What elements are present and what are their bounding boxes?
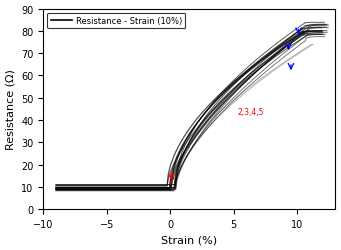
X-axis label: Strain (%): Strain (%) [161,234,218,244]
Y-axis label: Resistance (Ω): Resistance (Ω) [5,69,16,150]
Text: 1: 1 [168,176,173,185]
Text: 2,3,4,5: 2,3,4,5 [238,107,264,116]
Legend: Resistance - Strain (10%): Resistance - Strain (10%) [47,14,185,29]
